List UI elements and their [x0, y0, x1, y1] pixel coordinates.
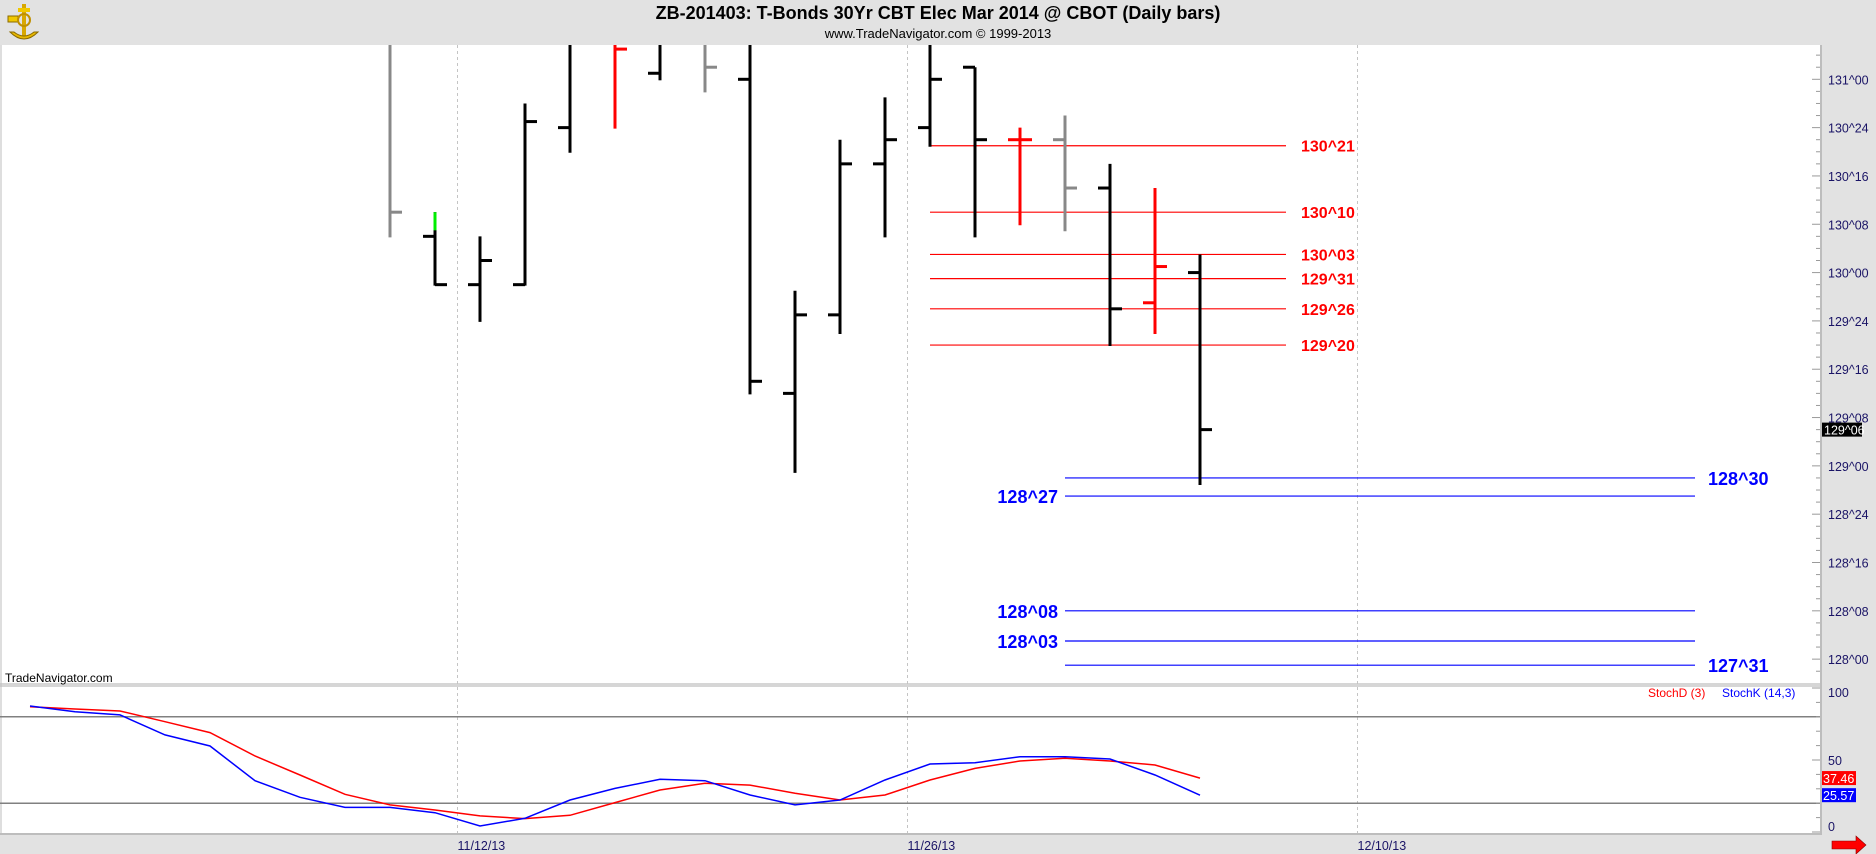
stoch-axis-label: 0	[1828, 820, 1835, 834]
y-axis-label: 128^16	[1828, 557, 1869, 571]
ohlc-bar[interactable]	[1053, 115, 1077, 232]
support-label: 128^27	[997, 487, 1058, 507]
y-axis-label: 129^16	[1828, 363, 1869, 377]
support-label: 128^03	[997, 632, 1058, 652]
y-axis-label: 130^08	[1828, 218, 1869, 232]
support-label: 128^30	[1708, 469, 1769, 489]
ohlc-bar[interactable]	[423, 212, 447, 287]
resistance-label: 130^21	[1301, 139, 1355, 156]
stoch-axis-label: 100	[1828, 686, 1849, 700]
x-axis-date-label: 11/12/13	[458, 839, 506, 853]
resistance-label: 129^20	[1301, 338, 1355, 355]
y-axis-label: 129^24	[1828, 315, 1869, 329]
legend-stoch-k: StochK (14,3)	[1722, 686, 1795, 700]
stoch-value-badge	[1822, 771, 1856, 786]
stoch-value-badge	[1822, 788, 1856, 803]
x-axis-date-label: 11/26/13	[908, 839, 956, 853]
resistance-label: 129^31	[1301, 272, 1355, 289]
ohlc-bar[interactable]	[963, 65, 987, 238]
stochastic-panel[interactable]	[0, 687, 1820, 833]
resistance-label: 130^10	[1301, 205, 1355, 222]
support-label: 127^31	[1708, 656, 1769, 676]
ohlc-bar[interactable]	[873, 97, 897, 238]
ohlc-bar[interactable]	[388, 43, 402, 238]
x-axis-date-label: 12/10/13	[1358, 839, 1407, 853]
y-axis-label: 129^08	[1828, 412, 1869, 426]
y-axis-label: 130^24	[1828, 122, 1869, 136]
y-axis-label: 130^00	[1828, 267, 1869, 281]
y-axis-label: 128^08	[1828, 605, 1869, 619]
chart-header: ZB-201403: T-Bonds 30Yr CBT Elec Mar 201…	[0, 0, 1876, 45]
panel-divider[interactable]	[0, 683, 1820, 687]
watermark-text: TradeNavigator.com	[5, 671, 113, 685]
stoch-axis-label: 50	[1828, 754, 1842, 768]
ohlc-bar[interactable]	[703, 43, 717, 93]
ohlc-bar[interactable]	[783, 290, 807, 473]
ohlc-bar[interactable]	[558, 43, 572, 153]
ohlc-bar[interactable]	[1188, 254, 1212, 485]
stoch-value-text: 37.46	[1823, 772, 1854, 786]
resistance-label: 130^03	[1301, 247, 1355, 264]
stoch-value-text: 25.57	[1823, 789, 1854, 803]
chart-subtitle: www.TradeNavigator.com © 1999-2013	[824, 26, 1052, 41]
y-axis-label: 128^24	[1828, 508, 1869, 522]
ohlc-bar[interactable]	[828, 139, 852, 334]
legend-stoch-d: StochD (3)	[1648, 686, 1705, 700]
last-price-badge	[1822, 422, 1862, 437]
ohlc-bar[interactable]	[918, 43, 942, 147]
ohlc-bar[interactable]	[468, 236, 492, 322]
scroll-right-arrow-icon[interactable]	[1831, 835, 1867, 854]
ohlc-bar[interactable]	[648, 43, 662, 81]
ohlc-bar[interactable]	[738, 43, 762, 395]
stoch-line-d	[29, 705, 1201, 820]
chart-title: ZB-201403: T-Bonds 30Yr CBT Elec Mar 201…	[655, 3, 1221, 23]
y-axis-label: 130^16	[1828, 170, 1869, 184]
ohlc-bar[interactable]	[513, 103, 537, 287]
ohlc-bar[interactable]	[1143, 188, 1167, 334]
ohlc-bar[interactable]	[613, 43, 627, 129]
last-price-text: 129^06	[1824, 424, 1865, 438]
trade-navigator-logo-icon	[7, 4, 40, 40]
y-axis-label: 128^00	[1828, 653, 1869, 667]
stoch-line-k	[29, 705, 1201, 827]
resistance-label: 129^26	[1301, 302, 1355, 319]
price-panel[interactable]	[0, 45, 1820, 683]
ohlc-bar[interactable]	[1098, 163, 1122, 347]
support-label: 128^08	[997, 602, 1058, 622]
ohlc-bar[interactable]	[1008, 127, 1032, 226]
y-axis-label: 129^00	[1828, 460, 1869, 474]
y-axis-label: 131^00	[1828, 73, 1869, 87]
